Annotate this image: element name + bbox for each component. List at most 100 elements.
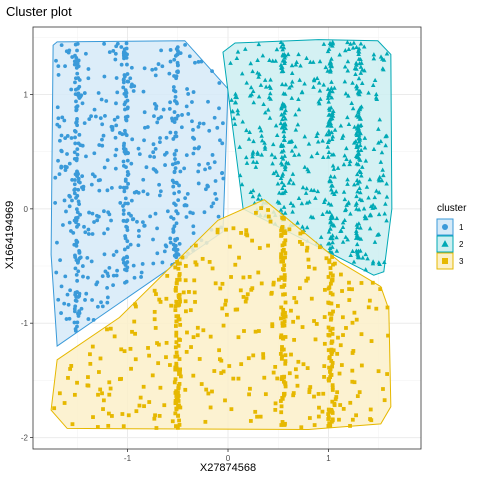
- data-point: [76, 269, 81, 274]
- data-point: [90, 344, 95, 349]
- data-point: [302, 164, 308, 169]
- data-point: [296, 107, 302, 112]
- data-point: [296, 359, 301, 364]
- data-point: [298, 63, 303, 68]
- data-point: [139, 270, 144, 275]
- data-point: [87, 117, 92, 122]
- data-point: [246, 356, 251, 361]
- data-point: [326, 229, 332, 234]
- data-point: [230, 109, 236, 114]
- data-point: [212, 369, 217, 373]
- data-point: [346, 200, 351, 205]
- data-point: [366, 90, 371, 95]
- data-point: [296, 51, 301, 57]
- data-point: [88, 361, 93, 366]
- data-point: [206, 161, 210, 166]
- data-point: [354, 86, 360, 91]
- data-point: [347, 287, 351, 291]
- data-point: [282, 319, 287, 324]
- data-point: [189, 345, 193, 349]
- data-point: [377, 174, 383, 179]
- data-point: [174, 74, 179, 79]
- data-point: [278, 351, 283, 356]
- data-point: [328, 317, 333, 322]
- data-point: [283, 353, 288, 358]
- data-point: [348, 424, 352, 428]
- data-point: [316, 414, 321, 419]
- data-point: [279, 356, 284, 361]
- data-point: [355, 181, 360, 186]
- data-point: [75, 147, 80, 152]
- data-point: [327, 311, 332, 316]
- data-point: [71, 230, 76, 235]
- data-point: [177, 357, 182, 361]
- data-point: [85, 383, 90, 388]
- data-point: [358, 64, 364, 69]
- data-point: [203, 187, 208, 192]
- data-point: [114, 273, 119, 278]
- data-point: [177, 422, 182, 427]
- data-point: [292, 296, 297, 300]
- data-point: [237, 255, 241, 260]
- data-point: [96, 91, 101, 95]
- data-point: [282, 167, 288, 172]
- data-point: [280, 420, 285, 424]
- data-point: [163, 152, 167, 157]
- data-point: [152, 317, 157, 322]
- data-point: [244, 160, 250, 165]
- data-point: [354, 193, 359, 199]
- data-point: [79, 93, 84, 98]
- data-point: [279, 284, 284, 289]
- data-point: [172, 170, 177, 175]
- data-point: [123, 107, 127, 112]
- data-point: [171, 184, 176, 189]
- data-point: [73, 135, 77, 140]
- data-point: [140, 220, 145, 225]
- data-point: [278, 160, 284, 165]
- data-point: [123, 128, 127, 133]
- data-point: [124, 55, 129, 60]
- data-point: [175, 426, 180, 430]
- data-point: [289, 70, 295, 75]
- data-point: [174, 288, 178, 293]
- data-point: [315, 139, 321, 144]
- data-point: [154, 106, 158, 111]
- data-point: [75, 117, 79, 121]
- data-point: [176, 63, 180, 67]
- data-point: [221, 323, 226, 328]
- data-point: [348, 252, 353, 258]
- data-point: [174, 330, 179, 335]
- data-point: [329, 347, 334, 352]
- data-point: [328, 369, 332, 374]
- data-point: [363, 158, 369, 163]
- data-point: [367, 177, 373, 182]
- data-point: [172, 380, 177, 385]
- data-point: [111, 273, 116, 278]
- data-point: [258, 128, 264, 133]
- data-point: [173, 166, 178, 171]
- data-point: [344, 326, 348, 330]
- data-point: [384, 51, 390, 56]
- data-point: [343, 234, 349, 239]
- data-point: [350, 351, 355, 355]
- data-point: [329, 183, 334, 188]
- data-point: [113, 135, 118, 140]
- data-point: [355, 251, 360, 256]
- legend-title: cluster: [437, 203, 467, 214]
- data-point: [279, 404, 284, 409]
- data-point: [123, 151, 128, 156]
- data-point: [113, 153, 118, 158]
- data-point: [374, 188, 379, 193]
- data-point: [122, 349, 127, 354]
- data-point: [157, 193, 162, 198]
- data-point: [244, 127, 249, 133]
- data-point: [361, 44, 367, 49]
- data-point: [326, 348, 331, 353]
- data-point: [332, 261, 337, 266]
- data-point: [213, 281, 218, 286]
- data-point: [274, 132, 280, 138]
- data-point: [215, 125, 220, 130]
- data-point: [282, 263, 287, 268]
- data-point: [317, 59, 323, 64]
- data-point: [207, 128, 212, 133]
